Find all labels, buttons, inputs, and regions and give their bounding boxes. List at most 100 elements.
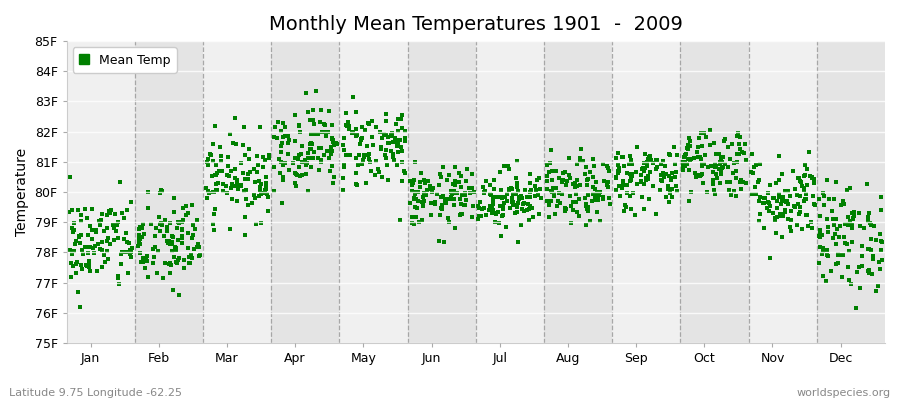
- Point: [852, 223, 867, 230]
- Point: [293, 151, 308, 158]
- Point: [616, 154, 630, 160]
- Point: [324, 147, 338, 153]
- Point: [510, 158, 525, 164]
- Point: [169, 245, 184, 252]
- Point: [192, 252, 206, 259]
- Point: [254, 181, 268, 188]
- Point: [576, 158, 590, 164]
- Point: [382, 140, 396, 146]
- Point: [526, 214, 540, 221]
- Point: [295, 172, 310, 178]
- Point: [545, 176, 560, 183]
- Point: [592, 192, 607, 198]
- Point: [583, 169, 598, 175]
- Point: [148, 225, 163, 231]
- Point: [508, 210, 522, 216]
- Point: [589, 192, 603, 198]
- Point: [500, 163, 515, 169]
- Point: [252, 178, 266, 184]
- Point: [665, 186, 680, 192]
- Bar: [67, 41, 135, 343]
- Point: [156, 275, 170, 282]
- Point: [794, 178, 808, 185]
- Point: [260, 191, 274, 197]
- Point: [501, 186, 516, 192]
- Point: [540, 162, 554, 168]
- Point: [292, 121, 306, 128]
- Point: [568, 180, 582, 186]
- Point: [732, 141, 746, 148]
- Point: [548, 168, 562, 174]
- Point: [787, 203, 801, 210]
- Point: [433, 212, 447, 218]
- Point: [555, 169, 570, 176]
- Point: [277, 133, 292, 140]
- Point: [361, 152, 375, 158]
- Point: [438, 196, 453, 202]
- Point: [464, 213, 479, 220]
- Point: [230, 198, 244, 204]
- Point: [327, 141, 341, 148]
- Point: [408, 191, 422, 198]
- Point: [827, 196, 842, 202]
- Point: [659, 194, 673, 200]
- Point: [528, 187, 543, 193]
- Point: [201, 156, 215, 162]
- Point: [454, 200, 468, 207]
- Point: [814, 232, 829, 238]
- Point: [517, 208, 531, 214]
- Point: [305, 140, 320, 147]
- Point: [365, 118, 380, 124]
- Point: [842, 221, 856, 228]
- Point: [662, 151, 676, 157]
- Point: [770, 205, 784, 212]
- Point: [722, 187, 736, 194]
- Point: [228, 166, 242, 172]
- Point: [597, 178, 611, 184]
- Point: [783, 224, 797, 230]
- Point: [274, 159, 288, 165]
- Point: [693, 156, 707, 162]
- Point: [406, 180, 420, 186]
- Point: [466, 188, 481, 195]
- Point: [861, 218, 876, 224]
- Point: [275, 140, 290, 146]
- Point: [101, 235, 115, 241]
- Point: [303, 131, 318, 137]
- Point: [780, 198, 795, 205]
- Point: [776, 194, 790, 200]
- Point: [69, 270, 84, 276]
- Point: [662, 199, 676, 205]
- Point: [411, 218, 426, 225]
- Point: [458, 197, 473, 203]
- Point: [652, 187, 667, 193]
- Point: [391, 161, 405, 168]
- Point: [572, 155, 587, 161]
- Point: [802, 149, 816, 155]
- Point: [841, 214, 855, 221]
- Point: [564, 203, 579, 209]
- Point: [404, 181, 419, 188]
- Point: [214, 168, 229, 174]
- Point: [534, 195, 548, 201]
- Point: [249, 221, 264, 227]
- Point: [113, 179, 128, 185]
- Point: [185, 222, 200, 228]
- Point: [171, 236, 185, 243]
- Point: [416, 199, 430, 205]
- Point: [390, 143, 404, 150]
- Point: [489, 210, 503, 216]
- Point: [680, 141, 695, 148]
- Point: [620, 170, 634, 176]
- Point: [482, 207, 496, 213]
- Point: [650, 157, 664, 163]
- Point: [713, 179, 727, 186]
- Point: [108, 222, 122, 228]
- Point: [774, 234, 788, 240]
- Point: [532, 175, 546, 182]
- Point: [374, 135, 389, 142]
- Point: [857, 225, 871, 231]
- Point: [448, 190, 463, 196]
- Point: [161, 240, 176, 246]
- Point: [354, 136, 368, 143]
